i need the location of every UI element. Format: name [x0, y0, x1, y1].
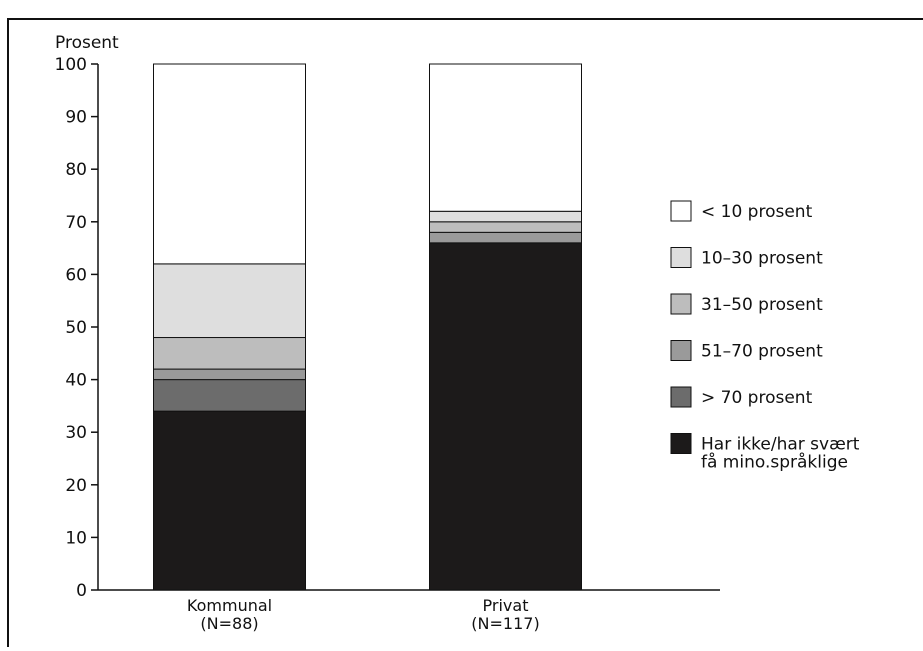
category-label: Privat [483, 596, 529, 615]
y-tick-label: 100 [55, 55, 87, 75]
legend-swatch [670, 247, 692, 268]
bar-segment-privat-5 [429, 63, 582, 212]
legend-label: Har ikke/har svært få mino.språklige [701, 435, 860, 473]
legend-swatch [670, 200, 692, 222]
y-tick-label: 10 [65, 528, 87, 548]
legend-label: 31–50 prosent [701, 295, 823, 315]
bar-segment-kommunal-1 [153, 379, 306, 412]
legend-swatch [670, 293, 692, 315]
category-label: Kommunal [187, 596, 272, 615]
bar-segment-privat-0 [429, 242, 582, 591]
y-tick-label: 30 [65, 423, 87, 443]
legend-swatch [670, 386, 692, 408]
bar-segment-kommunal-5 [153, 63, 306, 265]
bar-segment-kommunal-0 [153, 410, 306, 591]
y-tick-label: 90 [65, 108, 87, 128]
bar-segment-privat-3 [429, 221, 582, 233]
y-tick-label: 50 [65, 318, 87, 338]
legend-swatch [670, 433, 692, 454]
category-labels: Kommunal(N=88) Privat(N=117) [187, 596, 540, 633]
category-sublabel: (N=88) [200, 614, 258, 633]
bar-segment-privat-2 [429, 231, 582, 244]
bar-segment-kommunal-3 [153, 337, 306, 370]
legend-swatch [670, 340, 692, 361]
y-tick-label: 40 [65, 371, 87, 391]
y-tick-label: 20 [65, 476, 87, 496]
legend-label: > 70 prosent [701, 388, 813, 408]
category-sublabel: (N=117) [471, 614, 539, 633]
bars [153, 63, 582, 591]
legend-label: 10–30 prosent [701, 249, 823, 269]
bar-segment-kommunal-2 [153, 368, 306, 381]
y-tick-label: 60 [65, 265, 87, 285]
y-tick-label: 70 [65, 213, 87, 233]
y-axis-title: Prosent [55, 33, 119, 53]
bar-segment-kommunal-4 [153, 263, 306, 339]
y-tick-label: 0 [76, 581, 87, 601]
legend: < 10 prosent 10–30 prosent 31–50 prosent 51… [670, 200, 860, 473]
y-ticks: 0 10 20 30 40 50 60 70 80 90 100 [55, 55, 98, 601]
legend-label: < 10 prosent [701, 202, 813, 222]
figure-border [7, 18, 923, 647]
bar-segment-privat-4 [429, 210, 582, 223]
legend-label: 51–70 prosent [701, 342, 823, 362]
y-tick-label: 80 [65, 160, 87, 180]
